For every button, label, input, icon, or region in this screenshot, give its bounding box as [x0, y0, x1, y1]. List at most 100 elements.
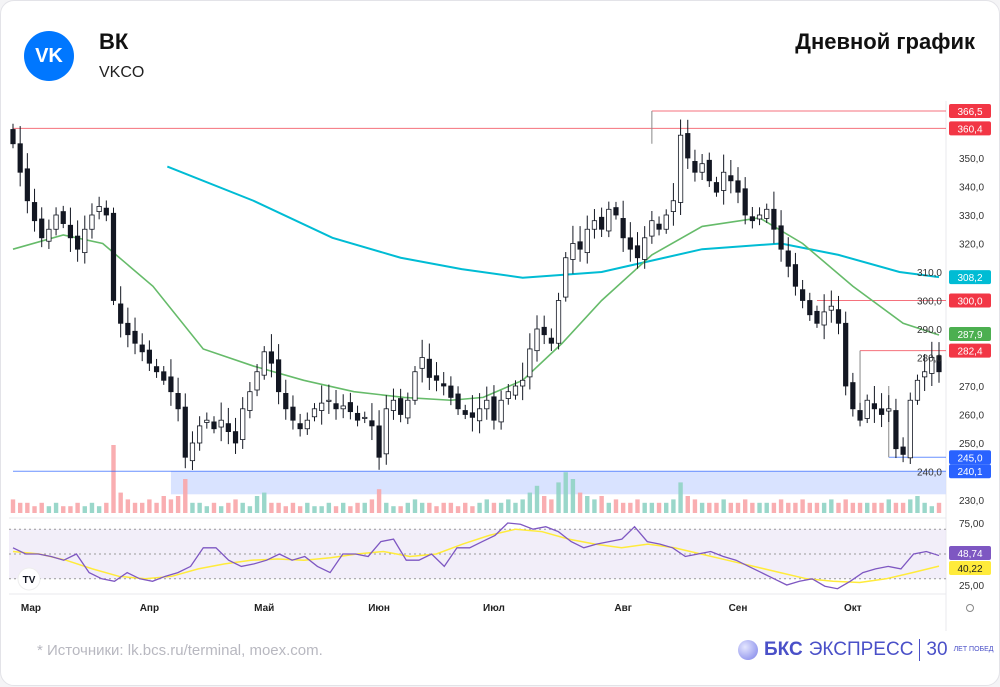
- candle-down: [728, 175, 734, 182]
- candle-down: [692, 161, 698, 173]
- candle-up: [46, 228, 52, 242]
- candle-up: [82, 228, 88, 254]
- candle-down: [275, 359, 282, 393]
- volume-bar: [168, 499, 174, 513]
- candle-down: [936, 355, 942, 373]
- candle-down: [182, 406, 188, 458]
- candle-down: [39, 218, 45, 239]
- candle-up: [642, 237, 648, 260]
- volume-bar: [477, 502, 482, 513]
- candle-down: [347, 402, 353, 413]
- volume-bar: [10, 499, 16, 513]
- volume-bar: [82, 506, 87, 513]
- candle-up: [419, 357, 425, 369]
- candle-down: [146, 349, 152, 364]
- volume-bar: [484, 499, 489, 513]
- price-tick-label: 290,0: [917, 325, 942, 336]
- ticker: VKCO: [99, 64, 145, 81]
- candle-down: [60, 211, 66, 224]
- candle-down: [785, 250, 791, 267]
- candle-down: [749, 216, 755, 222]
- candle-up: [606, 208, 612, 232]
- candle-down: [878, 408, 885, 415]
- volume-bar: [577, 492, 583, 513]
- rsi-signal-label: 40,22: [957, 564, 982, 575]
- candle-down: [290, 406, 296, 421]
- level-price-label: 282,4: [957, 347, 982, 358]
- volume-bar: [721, 499, 726, 513]
- candle-down: [103, 207, 109, 216]
- vk-logo: VK: [24, 31, 74, 81]
- volume-bar: [362, 502, 367, 513]
- candle-down: [835, 309, 842, 324]
- candle-down: [771, 208, 777, 230]
- volume-bar: [685, 496, 690, 513]
- volume-bar: [247, 506, 253, 513]
- candle-down: [634, 245, 641, 259]
- volume-bar: [585, 496, 590, 513]
- level-price-label: 240,1: [957, 467, 982, 478]
- volume-bar: [556, 482, 561, 513]
- volume-bar: [699, 502, 705, 513]
- candle-down: [132, 330, 138, 344]
- volume-bar: [412, 499, 418, 513]
- volume-bar: [549, 499, 554, 513]
- candle-down: [541, 326, 547, 336]
- candle-up: [204, 419, 210, 423]
- volume-bar: [793, 502, 798, 513]
- candle-up: [254, 371, 260, 391]
- volume-bar: [843, 499, 848, 513]
- candle-up: [362, 416, 368, 419]
- volume-bar: [154, 502, 159, 513]
- candle-up: [677, 134, 684, 203]
- volume-bar: [836, 502, 841, 513]
- candle-down: [800, 289, 806, 301]
- rsi-line: [12, 522, 940, 590]
- volume-bar: [104, 502, 109, 513]
- volume-bar: [707, 502, 712, 513]
- volume-bar: [498, 502, 504, 513]
- volume-bar: [53, 502, 59, 513]
- volume-bar: [599, 496, 604, 513]
- settings-gear-icon[interactable]: [966, 604, 974, 612]
- volume-bar: [254, 496, 260, 513]
- volume-bar: [427, 502, 432, 513]
- volume-bar: [283, 506, 288, 513]
- volume-bar: [534, 485, 540, 513]
- volume-bar: [204, 506, 210, 513]
- volume-bar: [405, 502, 411, 513]
- price-tick-label: 340,0: [959, 183, 984, 194]
- volume-bar: [664, 502, 669, 513]
- volume-bar: [692, 499, 698, 513]
- candle-up: [218, 419, 224, 428]
- candle-down: [599, 216, 605, 230]
- candle-up: [89, 214, 95, 230]
- candle-up: [886, 408, 892, 412]
- candle-down: [735, 180, 741, 193]
- volume-bar: [635, 499, 640, 513]
- volume-bar: [908, 499, 913, 513]
- volume-bar: [642, 502, 647, 513]
- price-tick-label: 350,0: [959, 154, 984, 165]
- candle-down: [354, 412, 361, 421]
- volume-bar: [850, 502, 856, 513]
- candle-down: [843, 322, 849, 387]
- volume-bar: [118, 492, 123, 513]
- ma-short-price-label: 287,9: [957, 330, 982, 341]
- candle-up: [534, 328, 540, 352]
- volume-bar: [419, 502, 425, 513]
- rsi-value-label: 48,74: [957, 549, 982, 560]
- candle-up: [512, 385, 519, 396]
- level-price-label-bg: [949, 293, 991, 308]
- candle-up: [311, 408, 318, 418]
- volume-bar: [240, 502, 245, 513]
- volume-bar: [175, 496, 181, 513]
- volume-bar: [448, 502, 454, 513]
- volume-bar: [491, 502, 497, 513]
- candle-up: [505, 391, 511, 399]
- volume-bar: [678, 482, 683, 513]
- price-tick-label: 320,0: [959, 240, 984, 251]
- candle-up: [498, 399, 504, 423]
